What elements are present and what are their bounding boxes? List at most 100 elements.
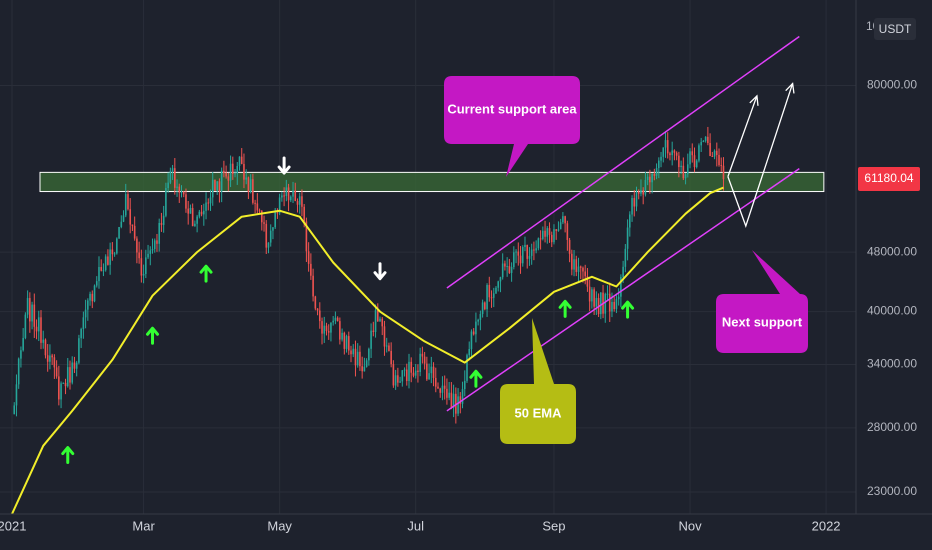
candle-body bbox=[693, 155, 696, 168]
candle-body bbox=[147, 253, 149, 258]
candle-body bbox=[200, 211, 203, 215]
candle-body bbox=[75, 362, 78, 369]
price-tick-label: 48000.00 bbox=[867, 244, 917, 258]
candle-body bbox=[524, 244, 526, 248]
projection-arrowhead-2 bbox=[785, 82, 795, 94]
down-arrow-icon bbox=[277, 156, 291, 175]
candle-body bbox=[87, 300, 89, 310]
candle-body bbox=[709, 143, 711, 157]
candle-body bbox=[664, 140, 667, 148]
candle-body bbox=[533, 249, 535, 251]
candle-body bbox=[53, 357, 56, 368]
candle-body bbox=[55, 367, 58, 377]
candle-body bbox=[140, 258, 143, 276]
candle-body bbox=[573, 259, 575, 270]
candle-body bbox=[702, 140, 705, 143]
candle-body bbox=[530, 249, 533, 256]
candle-body bbox=[660, 156, 662, 161]
candle-body bbox=[249, 179, 252, 192]
candle-body bbox=[356, 351, 359, 366]
candle-body bbox=[91, 293, 94, 302]
candle-body bbox=[189, 207, 192, 214]
candle-body bbox=[388, 345, 390, 351]
candle-body bbox=[229, 163, 232, 181]
candle-body bbox=[417, 370, 419, 372]
price-axis-ticks: 80000.00 48000.00 40000.00 34000.00 28000.00… bbox=[867, 78, 917, 498]
projection-path-1 bbox=[727, 95, 758, 177]
candle-body bbox=[372, 330, 375, 332]
candle-body bbox=[678, 155, 680, 168]
candle-body bbox=[539, 238, 542, 240]
candle-body bbox=[537, 238, 540, 249]
last-price-text: 61180.04 bbox=[864, 171, 913, 185]
candle-body bbox=[100, 267, 103, 271]
callout-current-support-box bbox=[444, 76, 580, 177]
candle-body bbox=[455, 393, 457, 414]
time-tick-label: Mar bbox=[132, 518, 155, 533]
candle-body bbox=[64, 382, 67, 387]
candle-body bbox=[95, 281, 98, 286]
candlestick-series bbox=[13, 126, 725, 424]
candle-body bbox=[78, 338, 80, 363]
candle-body bbox=[149, 250, 152, 254]
candle-body bbox=[169, 171, 172, 183]
time-axis[interactable]: 2021 Mar May Jul Sep Nov 2022 bbox=[0, 513, 932, 550]
candle-body bbox=[600, 292, 602, 315]
candle-body bbox=[223, 170, 225, 174]
candle-body bbox=[180, 191, 183, 193]
candle-body bbox=[303, 206, 305, 222]
price-axis[interactable]: 10 USDT 80000.0048000.0040000.0034000.00… bbox=[855, 0, 932, 514]
up-arrow-icon bbox=[146, 326, 160, 345]
candle-body bbox=[707, 136, 709, 144]
candle-body bbox=[446, 388, 448, 398]
candle-body bbox=[345, 336, 348, 349]
candle-body bbox=[370, 330, 372, 349]
candle-body bbox=[330, 322, 332, 333]
candle-body bbox=[236, 166, 239, 174]
candle-body bbox=[51, 355, 53, 358]
candle-body bbox=[488, 284, 491, 298]
candle-body bbox=[276, 212, 279, 214]
callout-next-support-text: Next support bbox=[722, 314, 803, 329]
candle-body bbox=[258, 210, 261, 212]
candle-body bbox=[133, 225, 136, 239]
projection-arrowhead-1 bbox=[749, 94, 759, 106]
candle-body bbox=[517, 251, 520, 256]
ema-50-line bbox=[11, 186, 724, 515]
candle-body bbox=[653, 173, 656, 176]
candle-body bbox=[394, 375, 397, 386]
candle-body bbox=[71, 362, 74, 383]
candle-body bbox=[194, 223, 196, 227]
candle-body bbox=[593, 289, 595, 307]
candle-body bbox=[575, 259, 578, 272]
candle-body bbox=[62, 382, 65, 384]
candle-body bbox=[334, 317, 337, 321]
candle-body bbox=[294, 190, 297, 202]
candle-body bbox=[376, 310, 379, 322]
candle-body bbox=[93, 285, 96, 302]
candle-body bbox=[211, 179, 214, 198]
candle-body bbox=[339, 321, 341, 340]
candle-body bbox=[272, 227, 274, 231]
candle-body bbox=[167, 182, 169, 189]
candle-body bbox=[365, 360, 368, 367]
candle-body bbox=[555, 229, 558, 231]
candle-body bbox=[89, 293, 91, 301]
candle-body bbox=[216, 181, 218, 191]
candle-body bbox=[626, 227, 629, 249]
candle-body bbox=[535, 248, 537, 251]
candle-body bbox=[22, 337, 24, 351]
candle-body bbox=[129, 209, 132, 225]
candle-body bbox=[399, 381, 401, 383]
channel-upper-line bbox=[446, 35, 800, 289]
candle-body bbox=[700, 142, 702, 146]
candle-body bbox=[127, 194, 129, 210]
candle-body bbox=[441, 385, 444, 393]
candle-body bbox=[158, 222, 161, 244]
currency-badge[interactable] bbox=[874, 18, 916, 40]
candle-body bbox=[263, 222, 265, 224]
candle-body bbox=[66, 367, 69, 387]
candle-body bbox=[553, 229, 555, 243]
time-axis-background bbox=[0, 514, 932, 550]
